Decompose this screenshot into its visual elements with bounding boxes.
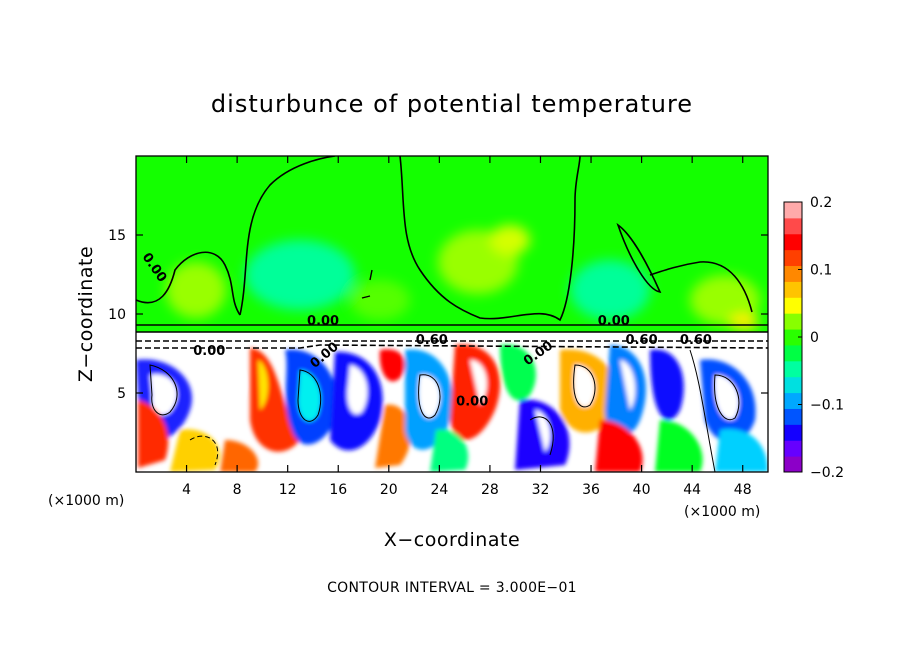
contour-label: 0.00	[193, 344, 225, 359]
colorbar-swatch	[784, 217, 802, 235]
x-axis: 4 8 12 16 20 24 28 32 36 40 44 48	[182, 156, 752, 498]
x-tick-label: 12	[279, 482, 297, 498]
colorbar-tick-label: 0.2	[810, 195, 832, 211]
contour-label: 0.00	[307, 314, 339, 329]
colorbar-swatch	[784, 202, 802, 219]
colorbar-swatch	[784, 249, 802, 267]
contour-label: 0.60	[680, 333, 712, 348]
x-tick-label: 40	[633, 482, 651, 498]
colorbar-swatch	[784, 408, 802, 425]
contour-lines	[136, 156, 768, 472]
contour-label: 0.60	[626, 333, 658, 348]
colorbar-ticks: 0.2 0.1 0 −0.1 −0.2	[798, 195, 844, 481]
colorbar-swatch	[784, 424, 802, 441]
colorbar: 0.2 0.1 0 −0.1 −0.2	[783, 195, 844, 481]
x-tick-label: 44	[683, 482, 701, 498]
colorbar-tick-label: −0.1	[810, 398, 844, 414]
colorbar-swatch	[784, 265, 802, 282]
upper-field-anomalies	[166, 225, 760, 330]
colorbar-tick-label: 0	[810, 330, 819, 346]
x-tick-label: 4	[182, 482, 191, 498]
y-tick-label: 15	[108, 228, 126, 244]
x-unit-right: (×1000 m)	[684, 504, 760, 520]
colorbar-swatch	[784, 360, 802, 378]
colorbar-tick-label: 0.1	[810, 263, 832, 279]
colorbar-swatch	[784, 313, 802, 330]
x-tick-label: 8	[233, 482, 242, 498]
chart-title: disturbunce of potential temperature	[211, 90, 693, 118]
colorbar-swatch	[784, 456, 802, 473]
y-tick-label: 5	[117, 386, 126, 402]
y-axis-title: Z−coordinate	[75, 246, 97, 382]
colorbar-swatch	[784, 344, 802, 362]
colorbar-swatch	[784, 392, 802, 409]
x-tick-label: 24	[430, 482, 448, 498]
y-axis: 5 10 15	[108, 228, 768, 402]
colorbar-swatch	[784, 233, 802, 251]
contour-label: 0.00	[456, 395, 488, 410]
colorbar-swatches	[784, 202, 802, 473]
contour-label: 0.00	[598, 314, 630, 329]
colorbar-tick-label: −0.2	[810, 465, 844, 481]
x-tick-label: 48	[734, 482, 752, 498]
contour-interval-note: CONTOUR INTERVAL = 3.000E−01	[327, 580, 577, 596]
x-tick-label: 28	[481, 482, 499, 498]
x-tick-label: 16	[329, 482, 347, 498]
colorbar-swatch	[784, 281, 802, 298]
x-unit-left: (×1000 m)	[48, 493, 124, 509]
colorbar-swatch	[784, 440, 802, 457]
colorbar-swatch	[784, 376, 802, 394]
x-tick-label: 32	[532, 482, 550, 498]
x-tick-label: 36	[582, 482, 600, 498]
x-axis-title: X−coordinate	[384, 529, 520, 551]
x-tick-label: 20	[380, 482, 398, 498]
colorbar-swatch	[784, 329, 802, 346]
y-tick-label: 10	[108, 307, 126, 323]
colorbar-swatch	[784, 297, 802, 314]
plot-area	[136, 156, 768, 472]
contour-label: 0.60	[416, 333, 448, 348]
